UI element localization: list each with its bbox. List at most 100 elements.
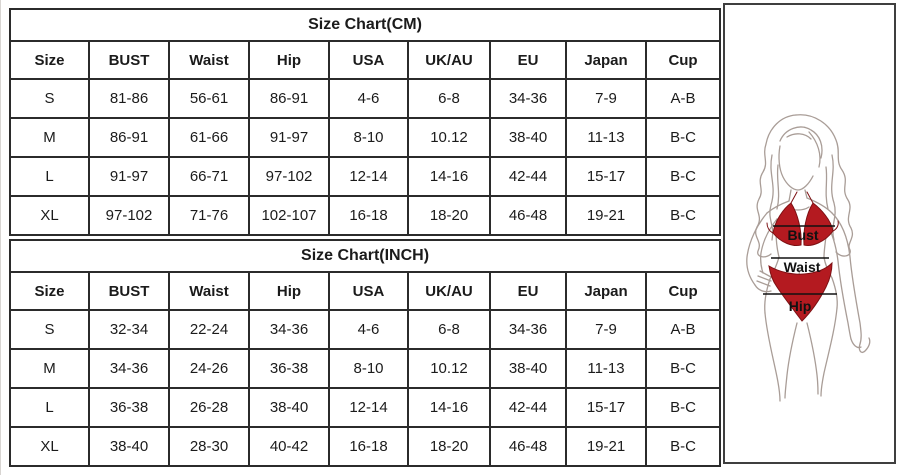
table-cell: 19-21 xyxy=(565,195,647,236)
table-cell: L xyxy=(9,156,90,197)
hip-label: Hip xyxy=(789,298,812,314)
table-cell: 22-24 xyxy=(168,309,250,350)
table-cell: 71-76 xyxy=(168,195,250,236)
table-cell: XL xyxy=(9,426,90,467)
table-cell: 19-21 xyxy=(565,426,647,467)
table-cell: 14-16 xyxy=(407,156,491,197)
column-header: EU xyxy=(489,271,567,311)
table-cell: 38-40 xyxy=(489,348,567,389)
column-header: Japan xyxy=(565,40,647,80)
table-cell: 8-10 xyxy=(328,117,409,158)
bikini-top xyxy=(772,202,834,246)
bikini-bottom xyxy=(768,261,833,322)
table-row: S 32-34 22-24 34-36 4-6 6-8 34-36 7-9 A-B xyxy=(9,309,722,350)
column-header: Size xyxy=(9,271,90,311)
table-cell: 7-9 xyxy=(565,309,647,350)
table-cell: S xyxy=(9,78,90,119)
table-row: XL 38-40 28-30 40-42 16-18 18-20 46-48 19-21 B-C xyxy=(9,426,722,467)
column-header: UK/AU xyxy=(407,271,491,311)
table-cell: 38-40 xyxy=(489,117,567,158)
table-cell: 11-13 xyxy=(565,117,647,158)
table-cell: 4-6 xyxy=(328,78,409,119)
column-header: Japan xyxy=(565,271,647,311)
table-cell: 15-17 xyxy=(565,387,647,428)
table-cell: 38-40 xyxy=(88,426,170,467)
table-cell: 8-10 xyxy=(328,348,409,389)
size-chart-cm-table: Size Chart(CM) Size BUST Waist Hip USA UK/AU EU… xyxy=(8,8,722,236)
table-cell: 40-42 xyxy=(248,426,330,467)
column-header: EU xyxy=(489,40,567,80)
table-cell: 97-102 xyxy=(248,156,330,197)
table-cell: 16-18 xyxy=(328,195,409,236)
table-cell: 28-30 xyxy=(168,426,250,467)
column-header: Cup xyxy=(644,271,722,311)
measurement-figure-box: Bust Waist Hip xyxy=(723,3,896,464)
table-cell: 91-97 xyxy=(248,117,330,158)
measurement-lines xyxy=(763,225,837,295)
table-cell: M xyxy=(9,348,90,389)
table-cell: B-C xyxy=(644,195,722,236)
table-cell: 18-20 xyxy=(407,195,491,236)
table-cell: 86-91 xyxy=(88,117,170,158)
table-cell: 36-38 xyxy=(88,387,170,428)
table-cell: 46-48 xyxy=(489,195,567,236)
table-cell: 26-28 xyxy=(168,387,250,428)
table-cell: 10.12 xyxy=(407,348,491,389)
column-header: USA xyxy=(328,40,409,80)
table-cell: 61-66 xyxy=(168,117,250,158)
column-header: BUST xyxy=(88,40,170,80)
table-cell: 42-44 xyxy=(489,156,567,197)
column-header: BUST xyxy=(88,271,170,311)
table-cell: 24-26 xyxy=(168,348,250,389)
table-cell: B-C xyxy=(644,426,722,467)
table-cell: 34-36 xyxy=(489,309,567,350)
table-cell: 16-18 xyxy=(328,426,409,467)
table-row: S 81-86 56-61 86-91 4-6 6-8 34-36 7-9 A-B xyxy=(9,78,722,119)
table-cell: 12-14 xyxy=(328,156,409,197)
table-cell: 32-34 xyxy=(88,309,170,350)
woman-measurement-illustration: Bust Waist Hip xyxy=(746,114,871,402)
table-cell: 11-13 xyxy=(565,348,647,389)
table-cell: 15-17 xyxy=(565,156,647,197)
table-cell: 10.12 xyxy=(407,117,491,158)
table-cell: 97-102 xyxy=(88,195,170,236)
waist-label: Waist xyxy=(784,259,821,275)
table-cell: 102-107 xyxy=(248,195,330,236)
column-header: Waist xyxy=(168,40,250,80)
bust-label: Bust xyxy=(787,227,818,243)
table-cell: 36-38 xyxy=(248,348,330,389)
size-chart-tables: Size Chart(CM) Size BUST Waist Hip USA UK/AU EU… xyxy=(8,8,722,470)
table-cell: 42-44 xyxy=(489,387,567,428)
table-cell: 81-86 xyxy=(88,78,170,119)
table-cell: B-C xyxy=(644,348,722,389)
column-header: Hip xyxy=(248,40,330,80)
table-row: XL 97-102 71-76 102-107 16-18 18-20 46-48 19-21… xyxy=(9,195,722,236)
table-cell: 34-36 xyxy=(489,78,567,119)
table-cell: 66-71 xyxy=(168,156,250,197)
table-title: Size Chart(CM) xyxy=(8,8,722,42)
table-cell: 12-14 xyxy=(328,387,409,428)
table-cell: 34-36 xyxy=(88,348,170,389)
column-header: Cup xyxy=(644,40,722,80)
table-cell: 46-48 xyxy=(489,426,567,467)
table-row: L 91-97 66-71 97-102 12-14 14-16 42-44 15-17 B-C xyxy=(9,156,722,197)
table-cell: A-B xyxy=(644,78,722,119)
table-cell: 91-97 xyxy=(88,156,170,197)
column-header: USA xyxy=(328,271,409,311)
table-cell: A-B xyxy=(644,309,722,350)
table-cell: B-C xyxy=(644,117,722,158)
column-header: Hip xyxy=(248,271,330,311)
column-header: UK/AU xyxy=(407,40,491,80)
table-cell: L xyxy=(9,387,90,428)
table-row: M 86-91 61-66 91-97 8-10 10.12 38-40 11-13 B-C xyxy=(9,117,722,158)
table-cell: 14-16 xyxy=(407,387,491,428)
table-cell: M xyxy=(9,117,90,158)
column-header: Waist xyxy=(168,271,250,311)
table-row: M 34-36 24-26 36-38 8-10 10.12 38-40 11-13 B-C xyxy=(9,348,722,389)
column-header: Size xyxy=(9,40,90,80)
table-title: Size Chart(INCH) xyxy=(8,239,722,273)
table-cell: B-C xyxy=(644,387,722,428)
table-cell: 56-61 xyxy=(168,78,250,119)
table-cell: 6-8 xyxy=(407,309,491,350)
